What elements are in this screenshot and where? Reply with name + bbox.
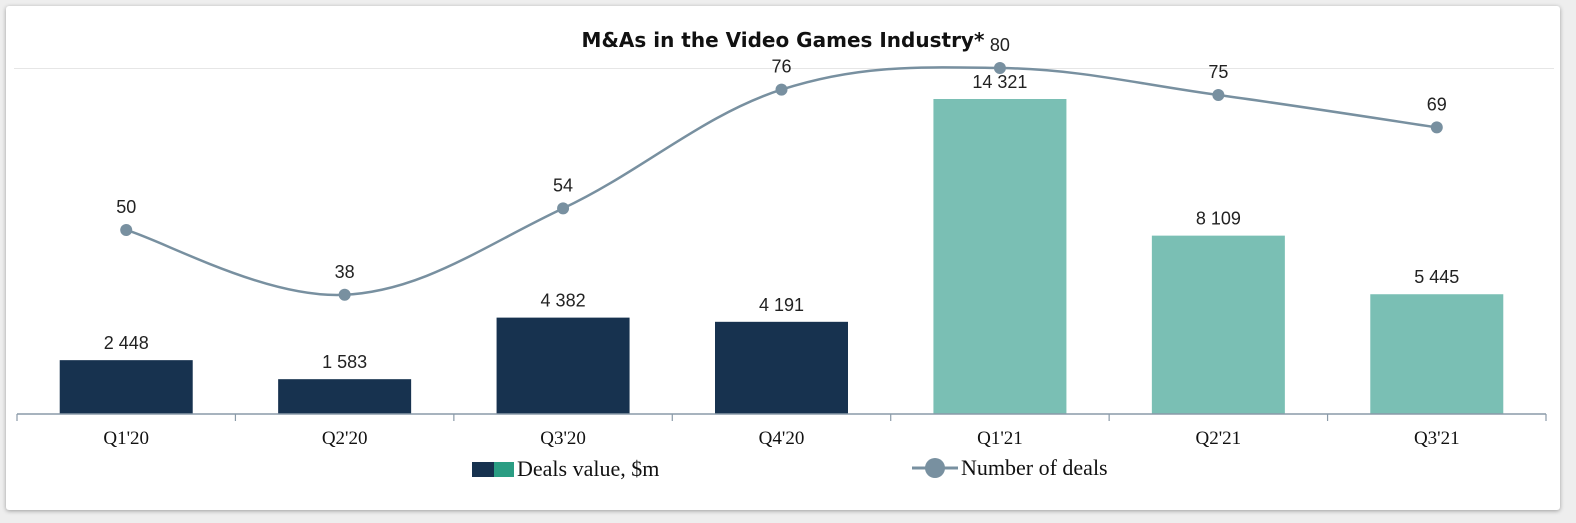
deals-count-label: 69 <box>1427 94 1447 114</box>
deals-count-label: 76 <box>771 57 791 77</box>
deals-count-point <box>993 62 1006 74</box>
bar-value-label: 8 109 <box>1196 209 1241 229</box>
deals-count-label: 75 <box>1208 62 1228 82</box>
x-tick-label: Q3'20 <box>540 428 586 449</box>
legend-label-number-of-deals: Number of deals <box>961 455 1108 480</box>
x-tick-label: Q1'21 <box>977 428 1023 449</box>
deals-count-point <box>338 288 351 301</box>
legend-swatch-2021 <box>494 462 514 477</box>
legend-marker-swatch <box>925 458 945 478</box>
x-tick-label: Q3'21 <box>1414 428 1460 449</box>
title-divider <box>14 68 1554 69</box>
bar <box>1370 294 1504 414</box>
bar-value-label: 4 382 <box>541 291 586 311</box>
bar-value-label: 1 583 <box>322 352 367 372</box>
x-tick-label: Q2'21 <box>1196 428 1242 449</box>
bar-value-label: 4 191 <box>759 295 804 315</box>
x-tick-label: Q2'20 <box>322 428 368 449</box>
deals-count-label: 54 <box>553 175 573 195</box>
deals-count-point <box>557 202 570 215</box>
bar <box>59 360 193 414</box>
bar <box>933 99 1067 414</box>
bar-value-label: 5 445 <box>1414 267 1459 287</box>
deals-count-point <box>1212 89 1225 101</box>
x-tick-label: Q1'20 <box>103 428 149 449</box>
bar <box>1151 235 1285 414</box>
chart-title: M&As in the Video Games Industry* <box>581 28 985 52</box>
deals-count-point <box>120 224 133 236</box>
deals-count-label: 80 <box>990 35 1010 55</box>
bar <box>496 317 630 414</box>
x-tick-label: Q4'20 <box>759 428 805 449</box>
bar <box>715 321 848 414</box>
deals-count-label: 50 <box>116 197 136 217</box>
legend-label-deals-value: Deals value, $m <box>517 456 659 481</box>
deals-count-label: 38 <box>335 262 355 282</box>
deals-count-point <box>775 83 788 96</box>
bar-value-label: 14 321 <box>972 72 1027 92</box>
deals-count-point <box>1430 121 1443 134</box>
bar <box>278 379 412 414</box>
bar-value-label: 2 448 <box>104 333 149 353</box>
legend-swatch-2020 <box>472 462 494 477</box>
